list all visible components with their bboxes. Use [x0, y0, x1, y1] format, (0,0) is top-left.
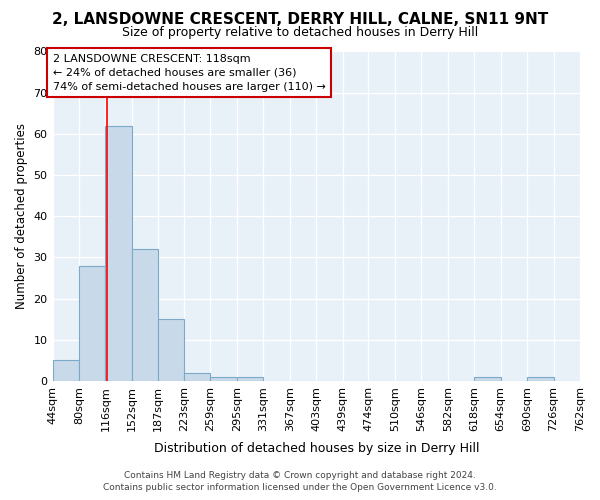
Bar [53, 360, 79, 381]
Bar [237, 377, 263, 381]
Bar [158, 319, 184, 381]
Bar [474, 377, 500, 381]
Bar [184, 372, 211, 381]
Y-axis label: Number of detached properties: Number of detached properties [15, 123, 28, 309]
Bar [132, 249, 158, 381]
Text: 2, LANSDOWNE CRESCENT, DERRY HILL, CALNE, SN11 9NT: 2, LANSDOWNE CRESCENT, DERRY HILL, CALNE… [52, 12, 548, 28]
Bar [106, 126, 132, 381]
Bar [79, 266, 106, 381]
Bar [527, 377, 554, 381]
Text: 2 LANSDOWNE CRESCENT: 118sqm
← 24% of detached houses are smaller (36)
74% of se: 2 LANSDOWNE CRESCENT: 118sqm ← 24% of de… [53, 54, 325, 92]
Text: Size of property relative to detached houses in Derry Hill: Size of property relative to detached ho… [122, 26, 478, 39]
Text: Contains HM Land Registry data © Crown copyright and database right 2024.
Contai: Contains HM Land Registry data © Crown c… [103, 471, 497, 492]
X-axis label: Distribution of detached houses by size in Derry Hill: Distribution of detached houses by size … [154, 442, 479, 455]
Bar [211, 377, 237, 381]
